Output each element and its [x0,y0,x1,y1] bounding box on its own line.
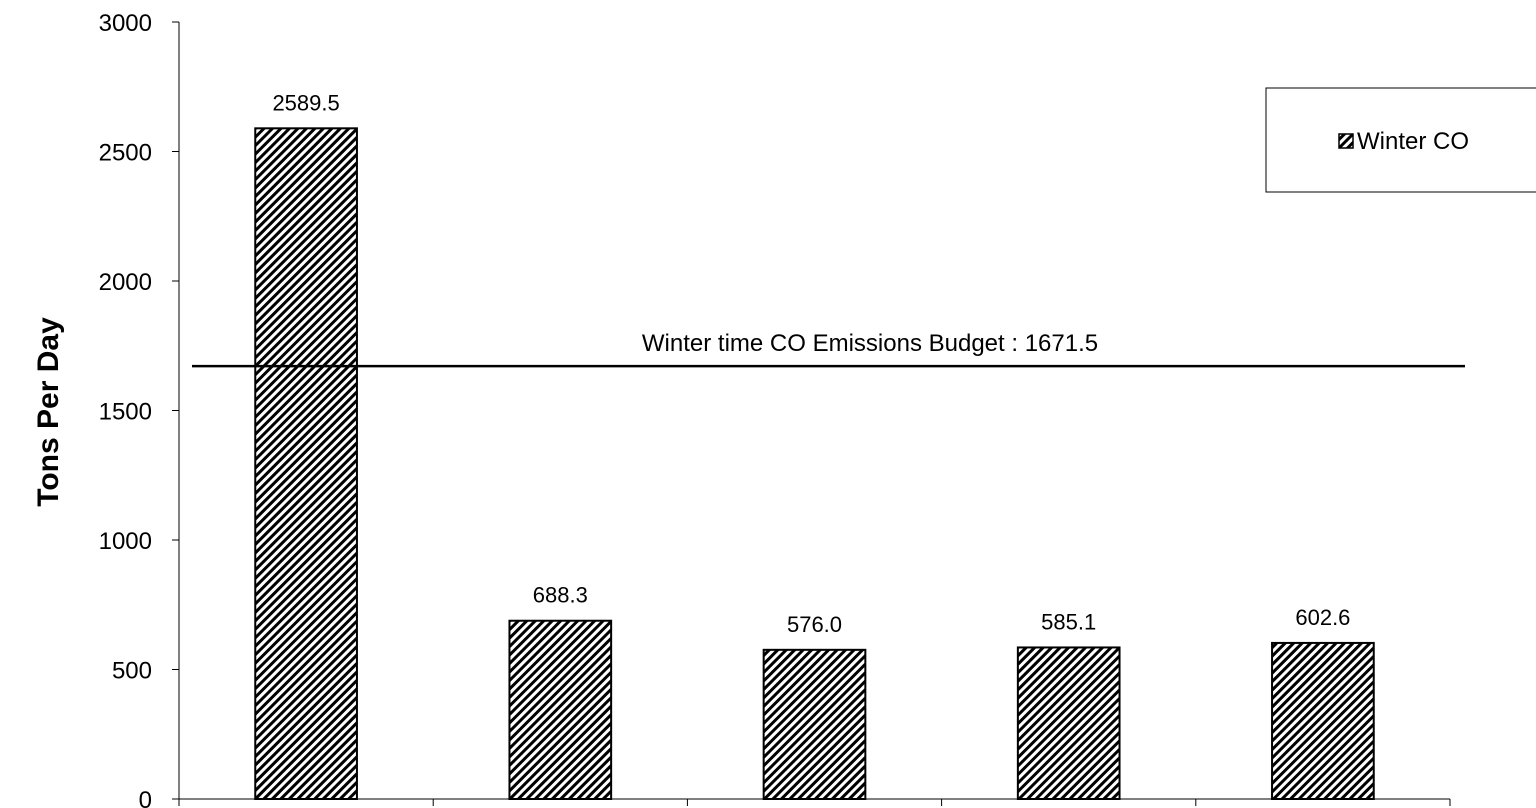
bar [762,648,867,800]
y-axis-label: Tons Per Day [32,317,65,507]
bar [1271,641,1375,800]
legend: Winter CO [1265,87,1536,193]
legend-swatch [1338,133,1354,149]
y-tick-label: 500 [112,658,152,685]
x-axis-ticks [178,799,1451,806]
bar-data-label: 2589.5 [272,90,339,115]
legend-box [1265,87,1536,193]
y-tick-label: 3000 [99,10,152,37]
y-tick-label: 1000 [99,528,152,555]
y-axis-ticks: 0 500 1000 1500 2000 2500 3000 [99,10,179,808]
bar-data-label: 688.3 [533,583,588,608]
data-labels-group: 2589.5 688.3 576.0 585.1 602.6 [272,90,1350,636]
y-tick-label: 2000 [99,269,152,296]
bars-group [254,127,1375,800]
bar [254,127,358,800]
legend-label: Winter CO [1357,128,1469,155]
bar [508,619,613,800]
y-tick-label: 2500 [99,140,152,167]
bar-data-label: 585.1 [1041,609,1096,634]
bar [1016,646,1121,800]
y-tick-label: 0 [139,787,152,808]
budget-reference-label: Winter time CO Emissions Budget : 1671.5 [642,330,1098,357]
bar-data-label: 576.0 [787,612,842,637]
bar-data-label: 602.6 [1295,605,1350,630]
y-tick-label: 1500 [99,399,152,426]
